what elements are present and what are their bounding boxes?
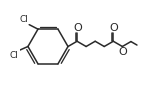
Text: Cl: Cl	[20, 15, 29, 24]
Text: Cl: Cl	[10, 51, 19, 60]
Text: O: O	[109, 23, 118, 33]
Text: O: O	[118, 47, 127, 57]
Text: O: O	[73, 23, 82, 33]
